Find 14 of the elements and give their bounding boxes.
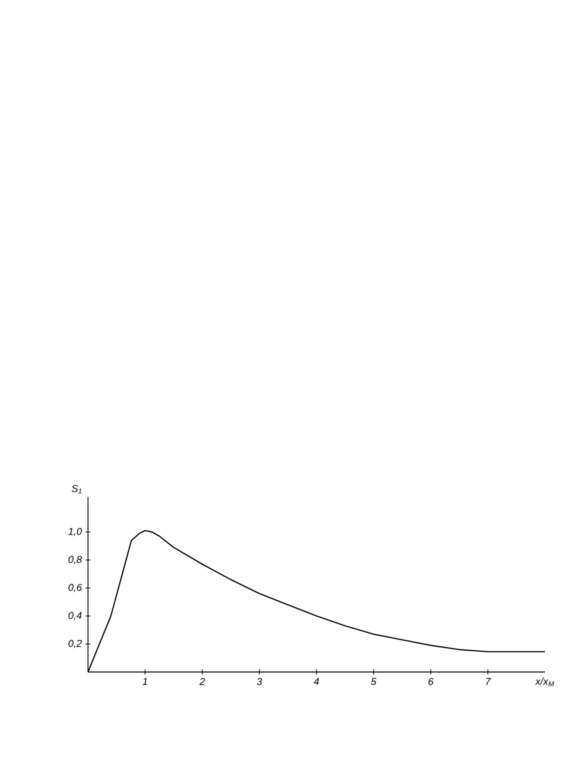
x-axis-title: x/x$_{M}$ — [535, 678, 554, 686]
y-tick-label: 0,6 — [68, 584, 82, 592]
x-tick-label: 2 — [199, 678, 205, 686]
x-tick-label: 4 — [314, 678, 319, 685]
x-tick-label: 6 — [428, 678, 434, 686]
x-tick-label: 7 — [486, 678, 491, 685]
x-tick-label: 3 — [256, 678, 262, 686]
y-tick-label: 0,4 — [68, 612, 82, 620]
x-tick-label: 5 — [371, 678, 376, 685]
y-tick-label: 0,2 — [68, 640, 82, 648]
y-tick-label: 1,0 — [68, 528, 82, 536]
x-tick-label: 1 — [142, 678, 148, 685]
y-axis-title: S$_{1}$ — [72, 484, 82, 494]
y-tick-label: 0,8 — [68, 556, 82, 564]
